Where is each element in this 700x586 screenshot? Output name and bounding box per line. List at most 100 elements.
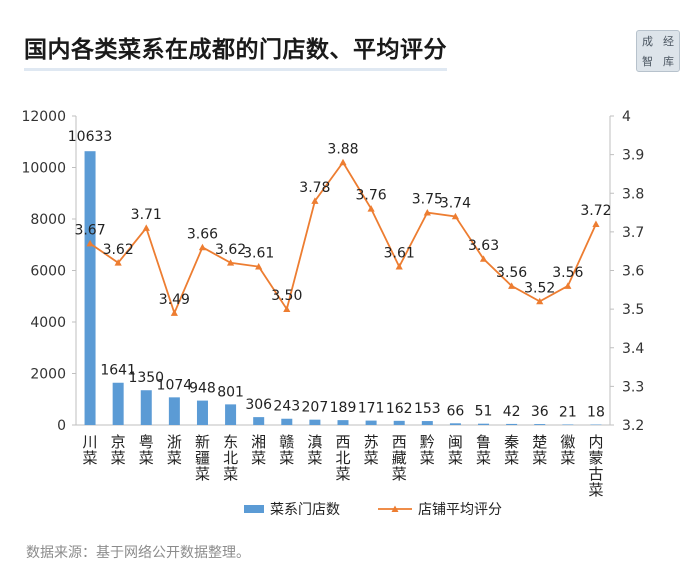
y-right-tick-label: 3.4: [622, 341, 644, 357]
y-right-tick-label: 3.7: [622, 225, 644, 241]
bar-value-label: 948: [189, 381, 216, 397]
y-right-tick-label: 3.3: [622, 379, 644, 395]
y-left-tick-label: 8000: [30, 212, 66, 228]
x-tick-label: 徽菜: [560, 433, 575, 467]
rating-value-label: 3.66: [187, 226, 218, 242]
bar-粤菜: [140, 390, 152, 425]
bar-滇菜: [309, 419, 321, 425]
x-tick-label: 京菜: [111, 433, 126, 467]
rating-value-label: 3.71: [131, 207, 162, 223]
x-tick-label: 鲁菜: [476, 433, 491, 467]
bar-value-label: 162: [386, 401, 413, 417]
rating-point-粤菜: [142, 224, 150, 231]
bar-黔菜: [421, 421, 433, 425]
rating-value-label: 3.62: [103, 242, 134, 258]
x-tick-label: 湘菜: [251, 433, 266, 467]
y-left-tick-label: 10000: [21, 161, 66, 177]
bar-value-label: 1350: [128, 370, 164, 386]
bar-value-label: 306: [245, 397, 272, 413]
rating-value-label: 3.61: [384, 246, 415, 262]
rating-point-浙菜: [170, 309, 178, 316]
x-tick-label: 楚菜: [532, 433, 547, 467]
x-tick-label: 黔菜: [420, 433, 435, 467]
bar-value-label: 21: [559, 404, 577, 420]
y-right-tick-label: 3.2: [622, 418, 644, 434]
x-tick-label: 粤菜: [139, 433, 154, 467]
y-right-tick-label: 3.8: [622, 186, 644, 202]
rating-value-label: 3.74: [440, 195, 471, 211]
bar-新疆菜: [196, 400, 208, 425]
x-tick-label: 赣菜: [279, 433, 294, 467]
y-left-tick-label: 0: [57, 418, 66, 434]
x-tick-label: 川菜: [83, 433, 98, 467]
rating-value-label: 3.76: [356, 188, 387, 204]
logo-char-3: 智: [642, 55, 653, 68]
bar-value-label: 36: [531, 404, 549, 420]
rating-value-label: 3.88: [327, 141, 358, 157]
rating-value-label: 3.63: [468, 238, 499, 254]
rating-point-川菜: [86, 239, 94, 247]
bar-东北菜: [225, 404, 237, 425]
rating-point-西北菜: [339, 158, 347, 166]
bar-value-label: 189: [330, 400, 357, 416]
bar-京菜: [112, 382, 124, 425]
x-tick-label: 苏菜: [364, 433, 379, 467]
rating-point-鲁菜: [479, 255, 488, 262]
bar-value-label: 1641: [100, 363, 136, 379]
rating-point-京菜: [114, 259, 122, 266]
rating-line: [89, 160, 597, 316]
rating-point-秦菜: [508, 282, 516, 289]
rating-point-楚菜: [536, 297, 544, 305]
rating-value-label: 3.62: [215, 242, 246, 258]
chart-title: 国内各类菜系在成都的门店数、平均评分: [24, 30, 447, 71]
bar-闽菜: [449, 423, 461, 425]
y-left-tick-label: 6000: [30, 264, 66, 280]
y-right-tick-label: 4: [622, 109, 631, 125]
bar-value-label: 171: [358, 401, 385, 417]
rating-point-黔菜: [423, 208, 431, 216]
rating-value-label: 3.78: [299, 180, 330, 196]
x-tick-label: 西北菜: [335, 433, 350, 483]
bar-徽菜: [562, 424, 574, 425]
rating-value-label: 3.56: [496, 265, 527, 281]
x-tick-label: 秦菜: [504, 433, 519, 467]
y-left-tick-label: 4000: [30, 315, 66, 331]
bar-楚菜: [534, 424, 546, 425]
rating-point-湘菜: [255, 263, 263, 270]
y-left-tick-label: 12000: [21, 109, 66, 125]
rating-point-内蒙古菜: [592, 220, 600, 228]
rating-point-东北菜: [226, 259, 235, 266]
x-tick-label: 滇菜: [307, 433, 322, 467]
rating-point-赣菜: [283, 305, 291, 313]
bar-西北菜: [337, 420, 349, 425]
y-left-tick-label: 2000: [30, 367, 66, 383]
rating-point-徽菜: [564, 282, 572, 289]
legend-line-label: 店铺平均评分: [418, 502, 502, 518]
x-tick-label: 内蒙古菜: [588, 433, 603, 499]
bar-value-label: 66: [447, 403, 465, 419]
rating-value-label: 3.61: [243, 246, 274, 262]
rating-value-label: 3.56: [552, 265, 583, 281]
data-source-note: 数据来源：基于网络公开数据整理。: [26, 545, 250, 561]
bar-value-label: 153: [414, 401, 441, 417]
rating-point-闽菜: [451, 212, 460, 220]
logo: 成 经 智 库: [636, 30, 680, 72]
bar-value-label: 51: [475, 404, 493, 420]
x-tick-label: 浙菜: [167, 433, 182, 467]
logo-char-2: 经: [663, 35, 674, 48]
bar-value-label: 207: [302, 400, 329, 416]
rating-value-label: 3.49: [159, 292, 190, 308]
bar-value-label: 18: [587, 405, 605, 421]
bar-湘菜: [253, 417, 265, 425]
bar-西藏菜: [393, 420, 405, 425]
x-tick-label: 闽菜: [448, 433, 463, 467]
bar-value-label: 1074: [157, 377, 193, 393]
legend-bar-label: 菜系门店数: [270, 502, 340, 518]
logo-char-4: 库: [663, 55, 674, 68]
rating-value-label: 3.75: [412, 192, 443, 208]
x-tick-label: 东北菜: [223, 433, 238, 483]
rating-point-西藏菜: [395, 263, 403, 270]
bar-苏菜: [365, 420, 377, 425]
